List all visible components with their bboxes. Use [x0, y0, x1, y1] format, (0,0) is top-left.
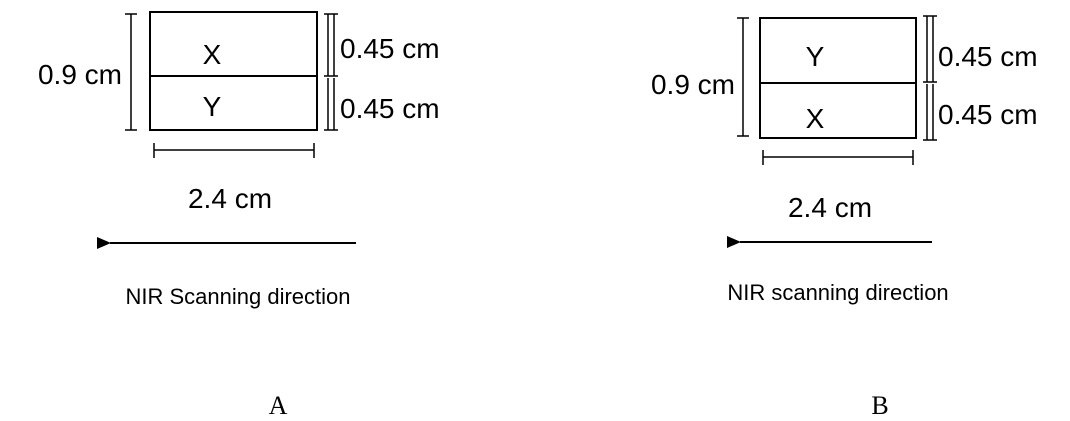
panel-b: Y X 0.9 cm 0.45 cm 0.45 cm 2.4 cm — [651, 15, 1038, 420]
sample-box-b — [759, 17, 917, 139]
height-bracket-a — [125, 13, 137, 131]
direction-label-a: NIR Scanning direction — [125, 284, 350, 309]
width-dimension-a — [153, 143, 315, 158]
direction-label-b: NIR scanning direction — [727, 280, 948, 305]
cell-top-label-b: Y — [806, 41, 825, 72]
cell-bottom-label-b: X — [806, 103, 825, 134]
cell-top-height-label-a: 0.45 cm — [340, 33, 440, 64]
height-bracket-b — [737, 17, 749, 137]
panel-caption-a: A — [269, 391, 288, 420]
cell-bottom-height-label-a: 0.45 cm — [340, 93, 440, 124]
cell-bottom-height-label-b: 0.45 cm — [938, 99, 1038, 130]
panel-caption-b: B — [871, 391, 888, 420]
cell-bottom-label-a: Y — [203, 91, 222, 122]
height-label-b: 0.9 cm — [651, 69, 735, 100]
width-label-b: 2.4 cm — [788, 192, 872, 223]
cell-height-brackets-b — [923, 15, 937, 141]
cell-top-height-label-b: 0.45 cm — [938, 41, 1038, 72]
height-label-a: 0.9 cm — [38, 59, 122, 90]
panel-a: X Y 0.9 cm 0.45 cm 0.45 cm 2.4 cm — [38, 11, 440, 420]
width-label-a: 2.4 cm — [188, 183, 272, 214]
sample-box-a — [149, 11, 318, 131]
cell-top-label-a: X — [203, 39, 222, 70]
width-dimension-b — [762, 150, 914, 165]
cell-height-brackets-a — [324, 13, 338, 131]
